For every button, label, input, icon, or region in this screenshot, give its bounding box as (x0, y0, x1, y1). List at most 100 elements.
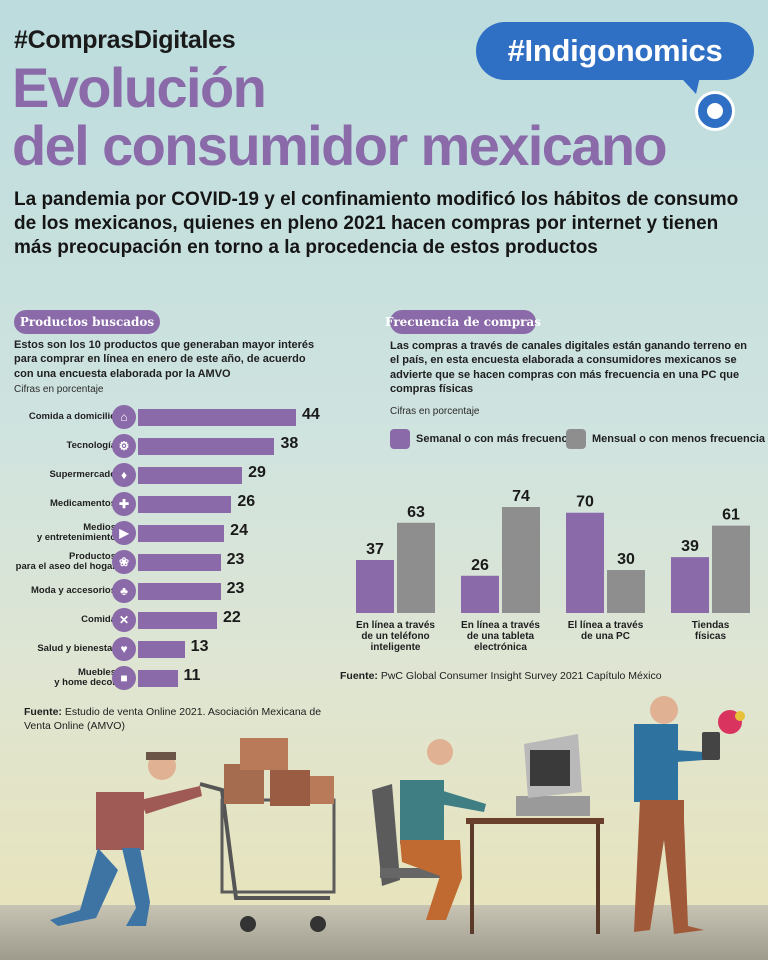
lead-paragraph: La pandemia por COVID-19 y el confinamie… (14, 189, 739, 258)
bar-category-label: Moda y accesorios (30, 584, 116, 596)
bar (138, 612, 217, 629)
food-delivery-icon: ⌂ (112, 405, 136, 429)
bar-row: Moda y accesorios ♣ 23 (10, 579, 330, 603)
cart-person-illustration (50, 752, 202, 926)
pill-productos: Productos buscados (14, 310, 160, 334)
media-icon: ▶ (112, 521, 136, 545)
bar-category-label: Tecnología (66, 439, 116, 451)
bar-value-label: 26 (237, 493, 256, 510)
brand-dot-icon (698, 94, 732, 128)
legend-swatch-weekly (390, 429, 410, 449)
bar-row: Productos para el aseo del hogar ❀ 23 (10, 550, 330, 574)
shoppers-illustration (50, 696, 745, 934)
bar (138, 670, 178, 687)
bar-value-label: 11 (183, 667, 201, 684)
bar-category-label: Medios y entretenimiento (36, 521, 116, 543)
fashion-icon: ♣ (112, 579, 136, 603)
bar (138, 525, 225, 542)
health-icon: ♥ (112, 637, 136, 661)
x-tick-label: En línea a través de un teléfono inteligen… (356, 620, 435, 653)
bar (566, 512, 604, 613)
food-icon: ✕ (112, 608, 136, 632)
brand-label: #Indigonomics (476, 22, 754, 80)
bar (138, 583, 221, 600)
left-source-text: Estudio de venta Online 2021. Asociación… (24, 706, 322, 732)
bar-value-label: 37 (366, 541, 384, 558)
shopping-cart-illustration (199, 738, 336, 932)
supermarket-icon: ♦ (112, 463, 136, 487)
bar-value-label: 30 (617, 551, 635, 568)
bar-value-label: 23 (226, 580, 245, 597)
bar-category-label: Productos para el aseo del hogar (15, 550, 116, 572)
bar-row: Salud y bienestar ♥ 13 (10, 637, 330, 661)
bar-value-label: 70 (576, 494, 594, 511)
left-source-label: Fuente: (24, 706, 62, 718)
bar-row: Tecnología ⚙ 38 (10, 434, 330, 458)
bar-value-label: 22 (223, 609, 241, 626)
bar (138, 641, 185, 658)
bar-row: Muebles y home decor ■ 11 (10, 666, 330, 690)
right-description: Las compras a través de canales digitale… (390, 340, 748, 395)
bar (502, 507, 540, 613)
bar-value-label: 29 (248, 464, 266, 481)
frequency-bar-chart: 37 63 En línea a través de un teléfono intel… (356, 488, 750, 653)
bar-value-label: 63 (407, 504, 425, 521)
speech-tail-icon (672, 68, 702, 94)
bar-value-label: 44 (302, 406, 320, 423)
hashtag: #ComprasDigitales (14, 26, 236, 54)
bar (461, 575, 499, 613)
title-line-2: del consumidor mexicano (12, 114, 668, 177)
right-source-text: PwC Global Consumer Insight Survey 2021 … (380, 670, 662, 682)
bar-category-label: Medicamentos (50, 497, 116, 509)
bar (356, 560, 394, 613)
bar-value-label: 61 (722, 507, 740, 524)
bar (397, 522, 435, 613)
bar (138, 554, 221, 571)
legend-swatch-monthly (566, 429, 586, 449)
bar-row: Medicamentos ✚ 26 (10, 492, 330, 516)
brand-logo: #Indigonomics (476, 22, 754, 128)
title-line-1: Evolución (12, 56, 267, 119)
pill-frecuencia: Frecuencia de compras (385, 310, 541, 334)
bar-value-label: 24 (230, 522, 248, 539)
bar-category-label: Salud y bienestar (37, 642, 116, 654)
bar-category-label: Muebles y home decor (54, 666, 116, 688)
bar-row: Supermercado ♦ 29 (10, 463, 330, 487)
x-tick-label: En línea a través de una tableta electróni… (461, 620, 540, 653)
right-source-label: Fuente: (340, 670, 378, 682)
x-tick-label: Tiendas físicas (692, 620, 730, 642)
x-tick-label: El línea a través de una PC (568, 620, 644, 642)
bar-row: Comida ✕ 22 (10, 608, 330, 632)
left-source: Fuente: Estudio de venta Online 2021. As… (24, 706, 324, 733)
bar-value-label: 23 (226, 551, 245, 568)
technology-icon: ⚙ (112, 434, 136, 458)
bar-value-label: 13 (190, 638, 209, 655)
cleaning-icon: ❀ (112, 550, 136, 574)
bar-category-label: Supermercado (49, 468, 116, 480)
bar (138, 496, 232, 513)
desk-person-illustration (372, 734, 604, 934)
left-description: Estos son los 10 productos que generaban… (14, 339, 315, 380)
bar (712, 525, 750, 613)
bar (607, 570, 645, 613)
bar (671, 557, 709, 613)
bar-row: Comida a domicilio ⌂ 44 (10, 405, 330, 429)
right-unit-note: Cifras en porcentaje (390, 406, 480, 417)
bar-category-label: Comida (81, 613, 116, 625)
bar-value-label: 39 (681, 538, 699, 555)
phone-person-illustration (634, 696, 745, 934)
legend-label-monthly: Mensual o con menos frecuencia (592, 433, 765, 445)
bar (138, 467, 243, 484)
bar (138, 409, 296, 426)
bar-value-label: 38 (280, 435, 299, 452)
bar-category-label: Comida a domicilio (28, 410, 116, 422)
bar-value-label: 74 (512, 488, 530, 505)
bar (138, 438, 275, 455)
bar-value-label: 26 (471, 557, 489, 574)
legend-label-weekly: Semanal o con más frecuencia (416, 433, 577, 445)
medicine-icon: ✚ (112, 492, 136, 516)
right-source: Fuente: PwC Global Consumer Insight Surv… (340, 670, 760, 684)
bar-row: Medios y entretenimiento ▶ 24 (10, 521, 330, 545)
furniture-icon: ■ (112, 666, 136, 690)
